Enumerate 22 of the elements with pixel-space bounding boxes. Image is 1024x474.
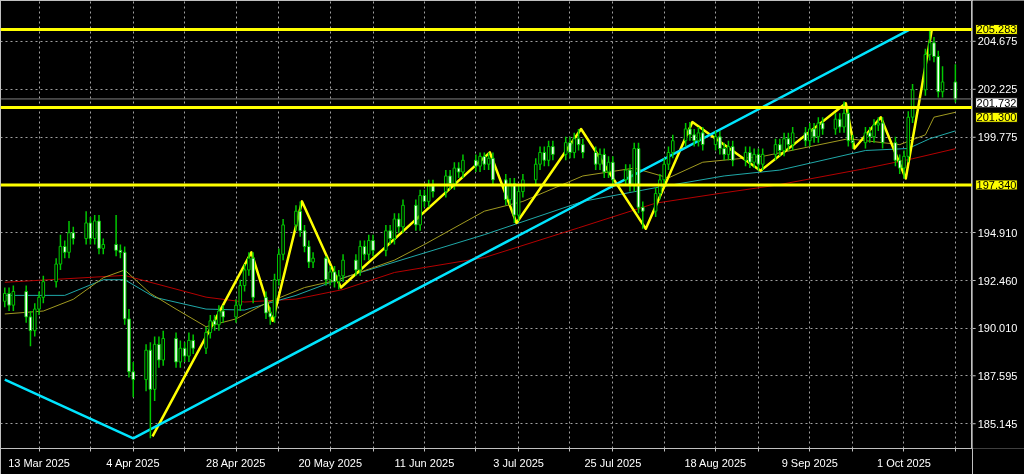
y-tick-label: 202.225 — [977, 83, 1018, 96]
x-tick-label: 18 Aug 2025 — [684, 456, 747, 469]
ref-line-label: 201.732 — [976, 96, 1017, 109]
x-tick-label: 11 Jun 2025 — [394, 456, 455, 469]
x-tick-label: 20 May 2025 — [298, 456, 363, 469]
x-tick-label: 3 Jul 2025 — [493, 456, 544, 469]
ref-line-label: 205.283 — [976, 23, 1017, 36]
y-tick-label: 192.460 — [977, 274, 1018, 287]
x-tick-label: 4 Apr 2025 — [106, 456, 160, 469]
x-tick-label: 1 Oct 2025 — [877, 456, 931, 469]
y-tick-label: 190.010 — [977, 322, 1018, 335]
x-tick-label: 9 Sep 2025 — [781, 456, 838, 469]
x-tick-label: 28 Apr 2025 — [206, 456, 266, 469]
x-tick-label: 13 Mar 2025 — [8, 456, 70, 469]
y-tick-label: 185.145 — [977, 417, 1018, 430]
y-tick-label: 187.595 — [977, 369, 1018, 382]
x-tick-label: 25 Jul 2025 — [584, 456, 642, 469]
y-tick-label: 194.910 — [977, 226, 1018, 239]
y-tick-label: 204.675 — [977, 35, 1018, 48]
y-tick-label: 199.775 — [977, 131, 1018, 144]
ref-line-label: 201.300 — [976, 111, 1017, 124]
ref-line-label: 197.340 — [976, 178, 1017, 191]
